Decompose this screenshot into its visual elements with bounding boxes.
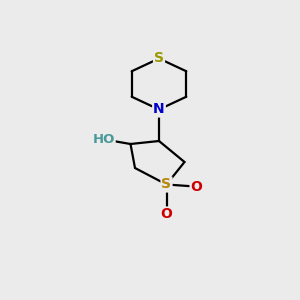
Text: O: O: [190, 180, 202, 194]
Text: O: O: [160, 208, 172, 221]
Text: N: N: [153, 103, 165, 116]
Text: S: S: [154, 52, 164, 65]
Text: HO: HO: [92, 133, 115, 146]
Text: S: S: [161, 178, 172, 191]
